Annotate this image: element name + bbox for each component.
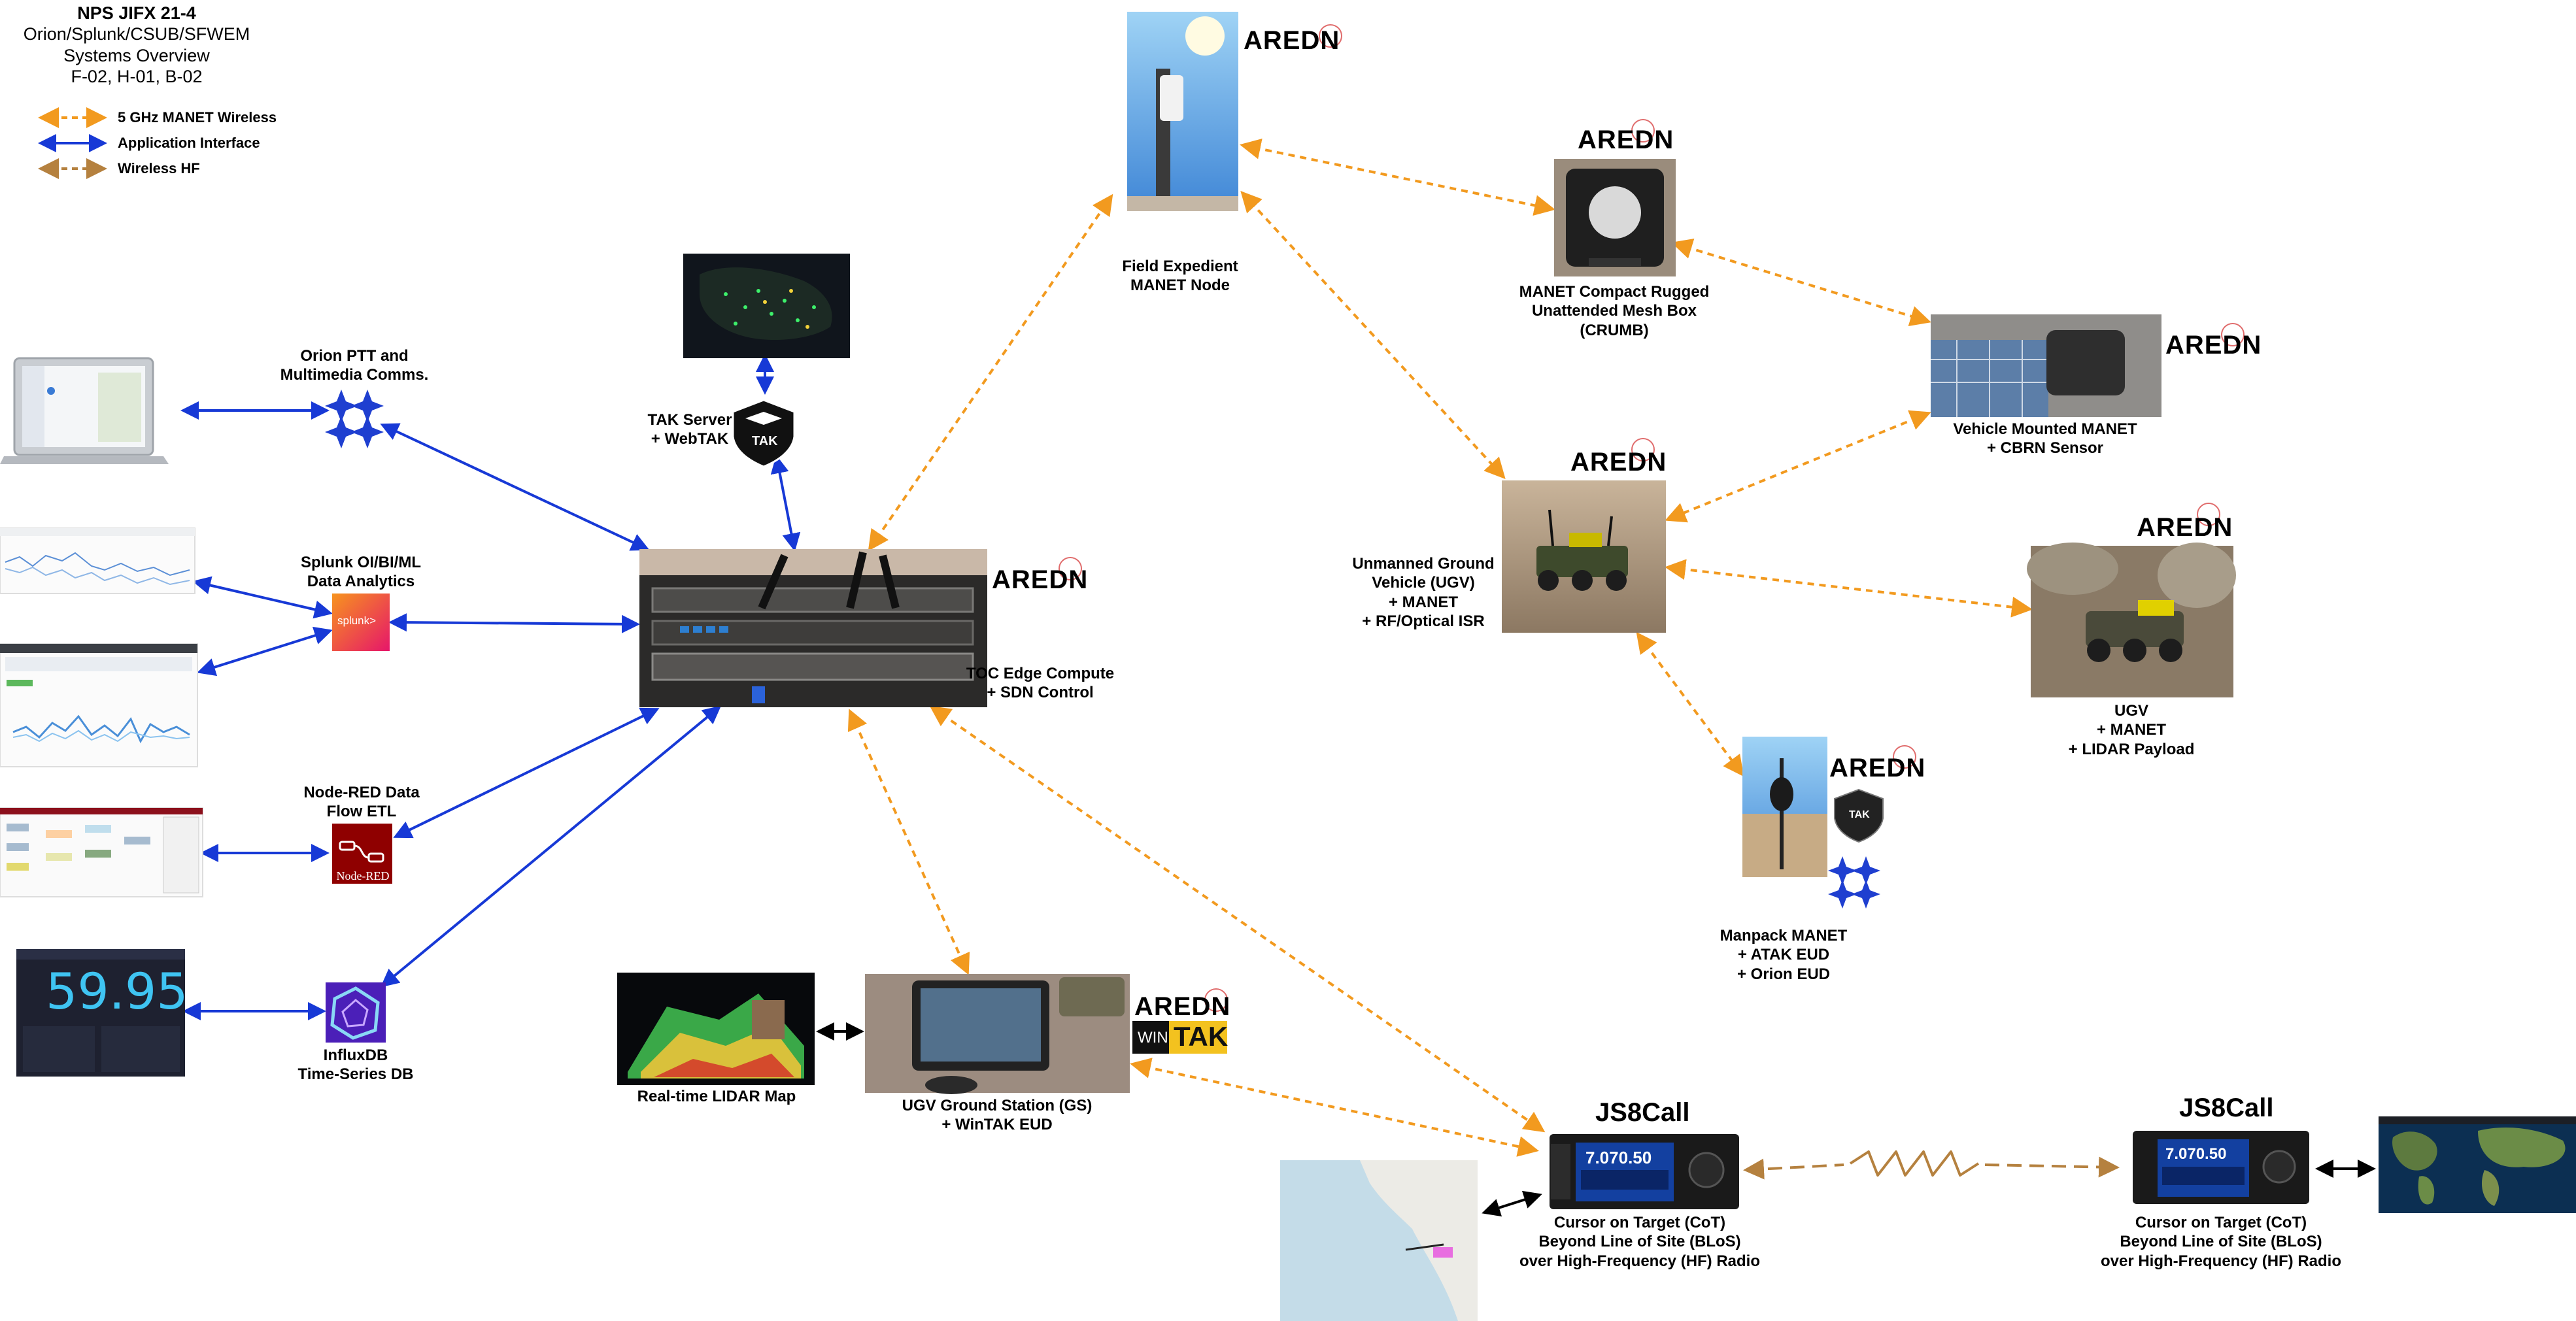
link-vehicle-ugv1 [1665,410,1931,523]
lidar-map-label: Real-time LIDAR Map [637,1088,796,1105]
title-line-1: Orion/Splunk/CSUB/SFWEM [23,24,250,44]
wintak-logo-icon [1132,1021,1227,1054]
west-coast-map-image [1280,1160,1478,1321]
manpack-label: Manpack MANET + ATAK EUD + Orion EUD [1720,927,1848,983]
aredn-logo-gs: AREDN [1134,992,1231,1021]
link-splunk-chart2 [197,626,333,677]
aredn-logo-crumb: AREDN [1578,125,1674,154]
legend-manet: 5 GHz MANET Wireless [118,109,277,125]
world-map-image [2379,1116,2576,1213]
tak-shield-icon [732,399,796,468]
atak-logo-text: TAK [1849,809,1870,820]
js8call-logo-1: JS8Call [1595,1098,1690,1127]
title-line-2: Systems Overview [63,45,210,65]
aredn-logo-field: AREDN [1244,26,1340,55]
radio-freq-1: 7.070.50 [1585,1148,1652,1167]
aredn-logo-ugv2: AREDN [2137,513,2233,542]
cot1-label: Cursor on Target (CoT) Beyond Line of Sit… [1519,1214,1761,1270]
laptop-icon [0,357,169,464]
toc-edge-compute-image [639,549,987,707]
orion-star-icon [325,390,384,448]
hf-link [1743,1150,2120,1180]
crumb-label: MANET Compact Rugged Unattended Mesh Box(… [1519,283,1710,339]
wintak-win-text: WIN [1138,1029,1168,1046]
link-orion-toc [380,423,650,551]
cot2-label: Cursor on Target (CoT) Beyond Line of Sit… [2100,1214,2342,1270]
link-nodered-toc [393,707,660,839]
link-splunk-toc [388,613,640,633]
manpack-image [1742,737,1827,877]
influxdb-label: InfluxDB Time-Series DB [297,1046,414,1084]
aredn-logo-manpack: AREDN [1829,754,1926,782]
tak-map-image [683,254,850,358]
black-links [816,1022,2376,1217]
hf-radio-icon-2 [2133,1131,2309,1204]
ugv-gs-label: UGV Ground Station (GS) + WinTAK EUD [902,1097,1093,1134]
link-ugv1-ugv2 [1665,559,2033,618]
influx-value: 59.95 [46,962,188,1020]
title-line-3: F-02, H-01, B-02 [71,67,203,87]
aredn-logo-toc: AREDN [992,565,1089,594]
influxdb-dashboard-image [16,949,185,1077]
hf-radio-icon [1550,1134,1739,1209]
ugv1-image [1502,480,1666,633]
link-toc-ugvgs [847,709,970,975]
lidar-map-image [617,973,815,1085]
wintak-tak-text: TAK [1174,1021,1229,1052]
splunk-dashboard-image-1 [0,527,195,594]
node-red-logo-icon [332,824,392,884]
ugv-gs-image [865,974,1130,1094]
legend-lines [38,107,107,179]
link-field-ugv1 [1240,191,1506,479]
radio-freq-2: 7.070.50 [2165,1145,2227,1163]
splunk-logo-icon [332,594,390,651]
aredn-logo-vehicle: AREDN [2165,331,2262,360]
node-red-label: Node-RED Data Flow ETL [303,784,420,821]
legend-app: Application Interface [118,135,260,151]
app-links [180,354,801,1020]
splunk-logo-text: splunk> [337,614,377,627]
link-splunk-chart1 [192,576,333,619]
manpack-orion-icon [1828,856,1880,909]
link-field-crumb [1240,138,1555,216]
ugv2-label: UGV + MANET + LIDAR Payload [2068,702,2195,758]
tak-logo-text: TAK [752,434,778,448]
link-toc-cot1 [929,705,1546,1133]
node-red-flow-image [0,807,203,897]
title-main: NPS JIFX 21-4 [77,3,196,23]
vehicle-image [1931,314,2161,417]
atak-shield-icon [1834,788,1884,843]
orion-ptt-label: Orion PTT and Multimedia Comms. [280,347,429,384]
field-node-label: Field Expedient MANET Node [1122,258,1238,295]
crumb-image [1554,159,1676,276]
ugv2-image [2027,543,2236,697]
field-node-image [1127,12,1238,211]
link-tak-toc [770,455,801,552]
link-toc-field [868,193,1113,552]
node-red-logo-text: Node-RED [336,869,390,882]
vehicle-label: Vehicle Mounted MANET + CBRN Sensor [1953,420,2137,458]
link-influx-toc [380,705,722,988]
splunk-label: Splunk OI/BI/ML Data Analytics [301,554,421,591]
toc-edge-label: TOC Edge Compute + SDN Control [966,665,1115,702]
influxdb-logo-icon [326,982,386,1043]
link-ugv1-manpack [1636,631,1744,777]
link-ugvgs-cot1 [1130,1058,1539,1157]
aredn-logo-ugv1: AREDN [1570,448,1667,477]
aredn-logo-icon [1059,24,2245,1012]
legend-hf: Wireless HF [118,160,200,176]
diagram-title: NPS JIFX 21-4 Orion/Splunk/CSUB/SFWEM Sy… [24,3,250,88]
tak-server-label: TAK Server + WebTAK [647,411,732,448]
manet-links [847,138,2033,1157]
splunk-dashboard-image-2 [0,643,198,767]
js8call-logo-2: JS8Call [2179,1094,2274,1122]
link-crumb-vehicle [1671,238,1931,327]
link-map-cot1 [1482,1190,1542,1217]
ugv1-label: Unmanned Ground Vehicle (UGV) + MANET + RF/… [1352,555,1495,630]
